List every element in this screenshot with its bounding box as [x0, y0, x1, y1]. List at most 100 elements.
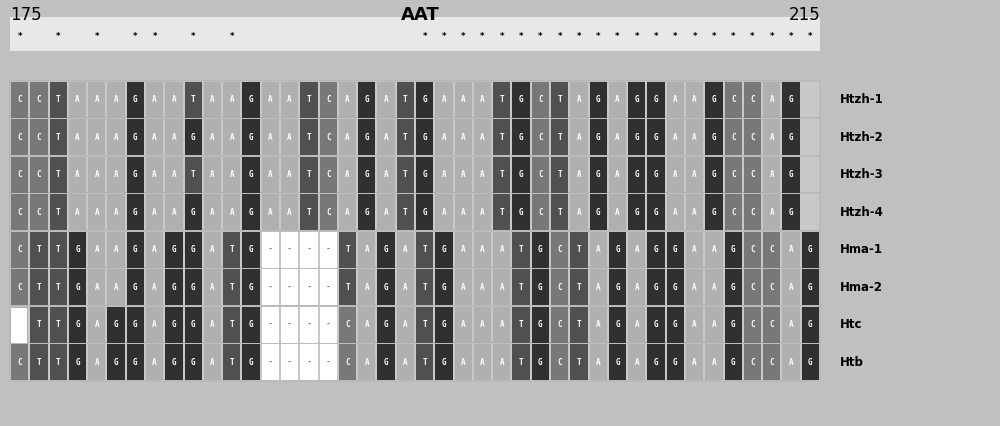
Text: G: G: [364, 207, 369, 217]
FancyBboxPatch shape: [69, 269, 86, 305]
FancyBboxPatch shape: [50, 157, 67, 193]
FancyBboxPatch shape: [455, 82, 472, 118]
Text: A: A: [152, 132, 157, 142]
FancyBboxPatch shape: [50, 269, 67, 305]
FancyBboxPatch shape: [782, 119, 800, 155]
Text: A: A: [94, 245, 99, 254]
Text: G: G: [422, 207, 427, 217]
Text: G: G: [654, 132, 658, 142]
FancyBboxPatch shape: [493, 307, 510, 343]
Text: C: C: [750, 245, 755, 254]
FancyBboxPatch shape: [127, 82, 144, 118]
FancyBboxPatch shape: [416, 157, 433, 193]
FancyBboxPatch shape: [570, 82, 588, 118]
FancyBboxPatch shape: [281, 269, 298, 305]
Text: A: A: [114, 95, 118, 104]
FancyBboxPatch shape: [300, 82, 318, 118]
Text: -: -: [268, 282, 273, 292]
Text: C: C: [326, 207, 331, 217]
FancyBboxPatch shape: [802, 232, 819, 268]
Text: G: G: [615, 357, 620, 367]
FancyBboxPatch shape: [570, 119, 588, 155]
FancyBboxPatch shape: [725, 82, 742, 118]
Text: C: C: [557, 357, 562, 367]
FancyBboxPatch shape: [242, 194, 260, 230]
Text: G: G: [712, 207, 716, 217]
FancyBboxPatch shape: [435, 157, 453, 193]
FancyBboxPatch shape: [69, 307, 86, 343]
FancyBboxPatch shape: [705, 344, 723, 380]
FancyBboxPatch shape: [647, 194, 665, 230]
Text: 175: 175: [10, 6, 42, 24]
FancyBboxPatch shape: [262, 232, 279, 268]
FancyBboxPatch shape: [281, 194, 298, 230]
FancyBboxPatch shape: [455, 194, 472, 230]
FancyBboxPatch shape: [281, 119, 298, 155]
FancyBboxPatch shape: [242, 82, 260, 118]
FancyBboxPatch shape: [744, 119, 761, 155]
FancyBboxPatch shape: [551, 344, 568, 380]
FancyBboxPatch shape: [262, 344, 279, 380]
FancyBboxPatch shape: [667, 232, 684, 268]
Text: G: G: [172, 357, 176, 367]
Text: *: *: [133, 32, 138, 41]
Text: A: A: [210, 132, 215, 142]
FancyBboxPatch shape: [358, 119, 375, 155]
FancyBboxPatch shape: [667, 194, 684, 230]
FancyBboxPatch shape: [455, 157, 472, 193]
Text: C: C: [538, 170, 543, 179]
Text: T: T: [307, 207, 311, 217]
Text: T: T: [37, 245, 41, 254]
Text: C: C: [750, 207, 755, 217]
FancyBboxPatch shape: [647, 307, 665, 343]
Text: G: G: [249, 95, 253, 104]
FancyBboxPatch shape: [377, 344, 395, 380]
Text: A: A: [210, 170, 215, 179]
FancyBboxPatch shape: [705, 269, 723, 305]
Text: *: *: [577, 32, 581, 41]
Text: T: T: [191, 95, 196, 104]
FancyBboxPatch shape: [146, 232, 163, 268]
Text: *: *: [635, 32, 639, 41]
FancyBboxPatch shape: [10, 307, 27, 343]
Text: G: G: [133, 207, 138, 217]
Text: G: G: [172, 282, 176, 292]
Text: A: A: [480, 95, 485, 104]
FancyBboxPatch shape: [590, 269, 607, 305]
Text: Htzh-4: Htzh-4: [840, 206, 884, 219]
FancyBboxPatch shape: [725, 232, 742, 268]
FancyBboxPatch shape: [88, 119, 105, 155]
FancyBboxPatch shape: [609, 232, 626, 268]
FancyBboxPatch shape: [339, 344, 356, 380]
Text: C: C: [750, 132, 755, 142]
Text: A: A: [172, 170, 176, 179]
FancyBboxPatch shape: [609, 344, 626, 380]
Text: G: G: [654, 282, 658, 292]
FancyBboxPatch shape: [320, 344, 337, 380]
FancyBboxPatch shape: [69, 232, 86, 268]
Text: G: G: [808, 357, 813, 367]
Text: -: -: [326, 245, 331, 254]
FancyBboxPatch shape: [185, 119, 202, 155]
FancyBboxPatch shape: [551, 119, 568, 155]
Text: *: *: [731, 32, 735, 41]
FancyBboxPatch shape: [146, 194, 163, 230]
FancyBboxPatch shape: [532, 307, 549, 343]
Text: A: A: [75, 170, 80, 179]
Text: *: *: [230, 32, 234, 41]
FancyBboxPatch shape: [570, 157, 588, 193]
Text: C: C: [769, 282, 774, 292]
FancyBboxPatch shape: [416, 232, 433, 268]
FancyBboxPatch shape: [242, 232, 260, 268]
Text: T: T: [56, 132, 61, 142]
FancyBboxPatch shape: [628, 194, 645, 230]
Text: A: A: [673, 132, 678, 142]
Text: A: A: [461, 95, 466, 104]
Text: G: G: [808, 320, 813, 329]
Text: G: G: [596, 207, 601, 217]
FancyBboxPatch shape: [512, 157, 530, 193]
FancyBboxPatch shape: [628, 157, 645, 193]
FancyBboxPatch shape: [281, 232, 298, 268]
FancyBboxPatch shape: [204, 119, 221, 155]
Text: Htb: Htb: [840, 356, 864, 368]
